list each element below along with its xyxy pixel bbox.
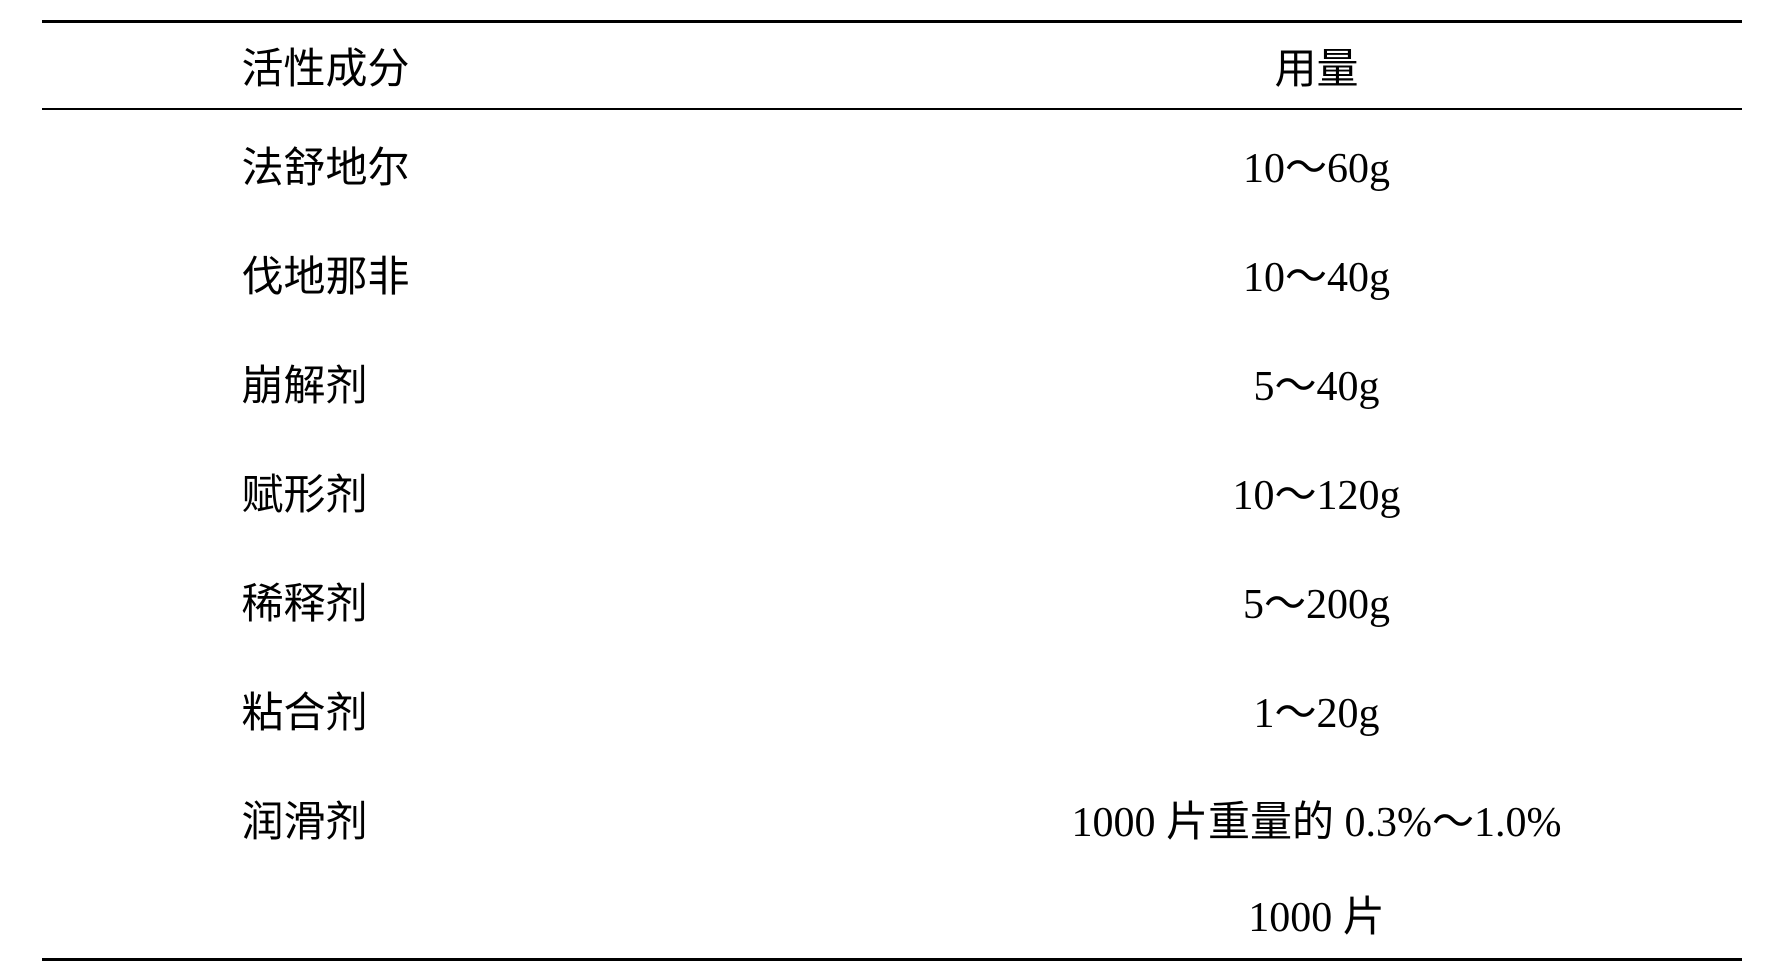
cell-footer-total: 1000 片 — [892, 873, 1742, 960]
table-header-row: 活性成分 用量 — [42, 22, 1742, 110]
cell-ingredient: 润滑剂 — [42, 764, 892, 873]
table-row: 法舒地尔 10～60g — [42, 109, 1742, 219]
cell-dosage: 1000 片重量的 0.3%～1.0% — [892, 764, 1742, 873]
table-row: 赋形剂 10～120g — [42, 437, 1742, 546]
cell-ingredient: 粘合剂 — [42, 655, 892, 764]
table-row: 伐地那非 10～40g — [42, 219, 1742, 328]
header-ingredient: 活性成分 — [42, 22, 892, 110]
cell-footer-empty — [42, 873, 892, 960]
table-row: 粘合剂 1～20g — [42, 655, 1742, 764]
cell-ingredient: 崩解剂 — [42, 328, 892, 437]
cell-dosage: 10～60g — [892, 109, 1742, 219]
cell-ingredient: 赋形剂 — [42, 437, 892, 546]
cell-ingredient: 法舒地尔 — [42, 109, 892, 219]
cell-dosage: 1～20g — [892, 655, 1742, 764]
ingredients-table-container: 活性成分 用量 法舒地尔 10～60g 伐地那非 10～40g 崩解剂 5～40… — [42, 20, 1742, 961]
table-row: 稀释剂 5～200g — [42, 546, 1742, 655]
cell-dosage: 10～40g — [892, 219, 1742, 328]
table-row: 崩解剂 5～40g — [42, 328, 1742, 437]
table-footer-row: 1000 片 — [42, 873, 1742, 960]
table-row: 润滑剂 1000 片重量的 0.3%～1.0% — [42, 764, 1742, 873]
ingredients-table: 活性成分 用量 法舒地尔 10～60g 伐地那非 10～40g 崩解剂 5～40… — [42, 20, 1742, 961]
cell-dosage: 10～120g — [892, 437, 1742, 546]
cell-ingredient: 伐地那非 — [42, 219, 892, 328]
cell-dosage: 5～200g — [892, 546, 1742, 655]
cell-ingredient: 稀释剂 — [42, 546, 892, 655]
cell-dosage: 5～40g — [892, 328, 1742, 437]
header-dosage: 用量 — [892, 22, 1742, 110]
